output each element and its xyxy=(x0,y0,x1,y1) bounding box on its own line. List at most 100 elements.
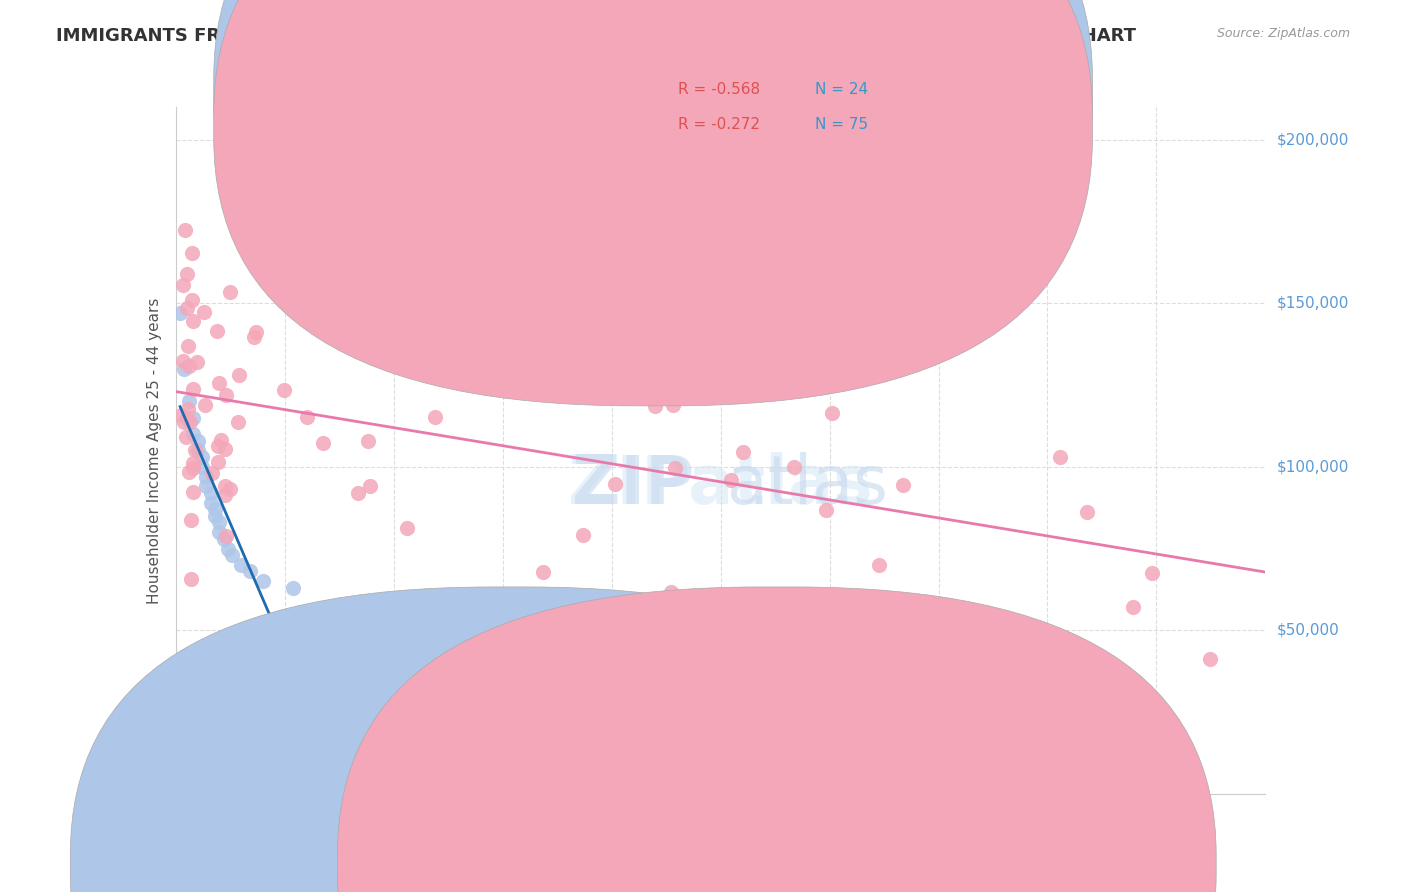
Text: ZIPatlas: ZIPatlas xyxy=(568,452,873,517)
Point xyxy=(245,325,267,339)
Point xyxy=(221,548,243,562)
Point xyxy=(201,466,224,480)
Point xyxy=(193,305,215,319)
Point xyxy=(295,410,318,425)
Point xyxy=(195,479,218,493)
Point xyxy=(630,277,652,291)
Point xyxy=(219,285,242,300)
Point xyxy=(214,488,236,502)
Point xyxy=(194,398,217,412)
Text: Immigrants from Fiji: Immigrants from Fiji xyxy=(534,857,688,871)
Point xyxy=(186,355,208,369)
Point xyxy=(170,408,193,422)
Text: R = -0.568: R = -0.568 xyxy=(678,82,759,96)
Text: IMMIGRANTS FROM FIJI VS VIETNAMESE HOUSEHOLDER INCOME AGES 25 - 44 YEARS CORRELA: IMMIGRANTS FROM FIJI VS VIETNAMESE HOUSE… xyxy=(56,27,1136,45)
Point xyxy=(1140,566,1163,581)
Point xyxy=(179,416,201,430)
Point xyxy=(273,383,295,397)
Point xyxy=(1199,652,1222,666)
Point xyxy=(423,410,446,425)
Point xyxy=(214,442,236,456)
Point xyxy=(177,394,200,409)
Point xyxy=(181,293,204,308)
Point xyxy=(207,455,229,469)
Point xyxy=(218,482,240,496)
Point xyxy=(181,382,204,396)
Text: 0.0%: 0.0% xyxy=(176,835,215,850)
Point xyxy=(181,410,204,425)
Text: $200,000: $200,000 xyxy=(1277,132,1348,147)
Point xyxy=(195,469,218,483)
Point xyxy=(176,267,198,281)
Point xyxy=(186,434,209,448)
Point xyxy=(191,450,214,464)
Point xyxy=(1049,450,1071,465)
Point xyxy=(312,435,335,450)
Point xyxy=(664,460,686,475)
Point xyxy=(208,525,231,540)
Point xyxy=(212,532,235,546)
Point xyxy=(180,572,202,586)
Point xyxy=(181,457,204,471)
Point xyxy=(571,528,593,542)
Point xyxy=(173,361,195,376)
Point xyxy=(176,411,198,425)
Text: R = -0.568: R = -0.568 xyxy=(678,82,759,96)
Point xyxy=(209,433,232,447)
Point xyxy=(191,459,214,474)
Point xyxy=(177,401,200,416)
Point xyxy=(169,306,191,320)
Point xyxy=(208,376,231,390)
Point xyxy=(395,521,418,535)
Point xyxy=(207,439,229,453)
Point xyxy=(177,339,200,353)
Point xyxy=(239,565,262,579)
Point xyxy=(359,479,381,493)
Point xyxy=(200,496,222,510)
Point xyxy=(181,314,204,328)
Point xyxy=(252,574,274,589)
Text: $150,000: $150,000 xyxy=(1277,296,1348,310)
Text: $50,000: $50,000 xyxy=(1277,623,1339,638)
Point xyxy=(180,513,202,527)
Point xyxy=(181,246,204,260)
Point xyxy=(720,473,742,487)
Point xyxy=(172,353,194,368)
Point xyxy=(821,406,844,420)
Point xyxy=(243,330,266,344)
Point xyxy=(172,277,194,292)
Point xyxy=(659,584,682,599)
Text: atlas: atlas xyxy=(727,452,889,517)
Text: ZIP: ZIP xyxy=(572,452,695,517)
Point xyxy=(179,465,201,479)
Point xyxy=(204,502,226,516)
Point xyxy=(342,299,364,313)
Point xyxy=(214,478,236,492)
Text: $100,000: $100,000 xyxy=(1277,459,1348,475)
Y-axis label: Householder Income Ages 25 - 44 years: Householder Income Ages 25 - 44 years xyxy=(146,297,162,604)
Point xyxy=(174,430,197,444)
Point xyxy=(186,443,209,458)
Point xyxy=(184,442,207,457)
Point xyxy=(891,477,914,491)
Text: R = -0.272: R = -0.272 xyxy=(678,118,759,132)
Text: N = 24: N = 24 xyxy=(815,82,869,96)
Point xyxy=(347,486,370,500)
Text: N = 75: N = 75 xyxy=(815,118,869,132)
Point xyxy=(179,359,201,373)
Point xyxy=(176,301,198,315)
Point xyxy=(1076,505,1098,519)
Point xyxy=(174,223,197,237)
Point xyxy=(868,558,890,573)
Point xyxy=(215,388,238,402)
Point xyxy=(228,415,250,429)
Point xyxy=(215,528,238,542)
Point xyxy=(1122,599,1144,614)
Point xyxy=(336,310,359,325)
Point xyxy=(173,415,195,429)
Point xyxy=(731,445,754,459)
Point xyxy=(181,427,204,442)
Point xyxy=(205,324,228,338)
Point xyxy=(231,558,253,572)
Point xyxy=(217,541,239,556)
